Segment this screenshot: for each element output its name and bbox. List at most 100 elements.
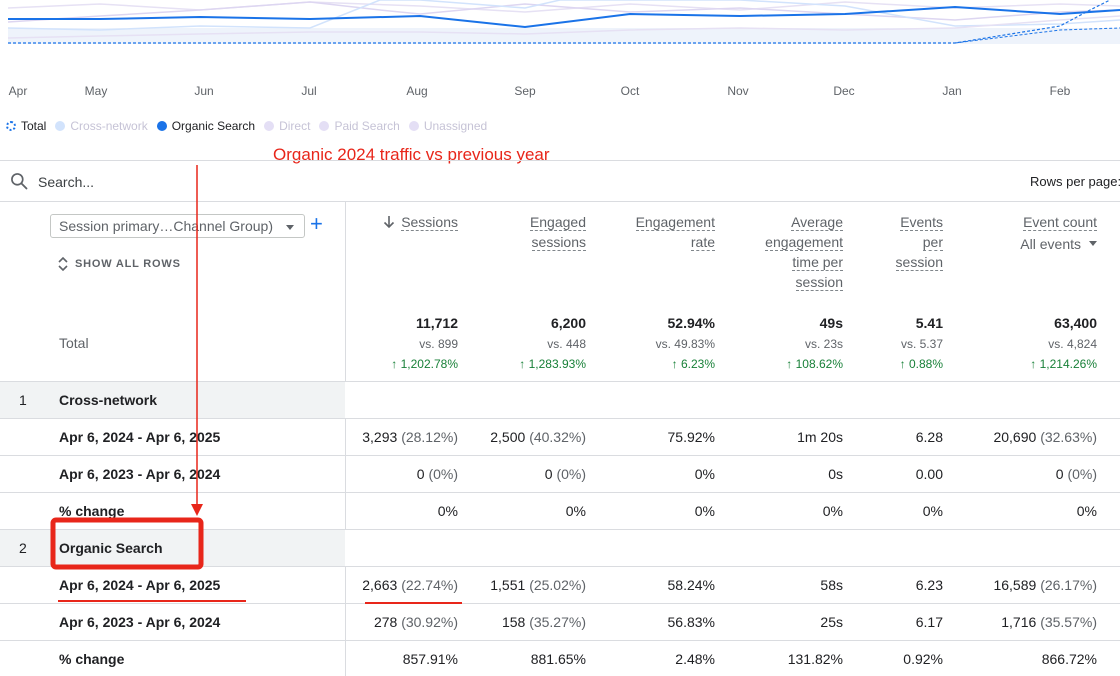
legend-item[interactable]: Unassigned [408, 119, 487, 133]
table-cell: 25s [820, 614, 843, 630]
table-cell: 1,716 (35.57%) [1001, 614, 1097, 630]
row-label: % change [59, 503, 125, 519]
chart-line-direct [7, 1, 1120, 23]
table-cell: 0 (0%) [417, 466, 458, 482]
column-header-line: Average [765, 212, 843, 232]
table-row: Apr 6, 2024 - Apr 6, 2025 3,293 (28.12%) 2… [0, 419, 1120, 456]
cell-value: 0% [822, 503, 843, 519]
table-cell: 16,589 (26.17%) [993, 577, 1097, 593]
row-label[interactable]: Cross-network [59, 392, 158, 408]
cell-value: 866.72% [1041, 651, 1097, 667]
chart-line-cross-network [7, 0, 1120, 31]
chart-line-previous-year [8, 0, 1111, 44]
legend-dot-icon [408, 121, 419, 131]
legend-label: Organic Search [171, 119, 256, 133]
cell-value: 2,500 [490, 429, 526, 445]
column-header-line: engagement [765, 232, 843, 252]
column-header-text: Average [791, 214, 843, 231]
column-header-line: per [896, 232, 943, 252]
column-header[interactable]: Engaged sessions [529, 212, 586, 252]
cell-value: 0 [416, 466, 425, 482]
cell-value: 58s [820, 577, 843, 593]
month-label: Sep [514, 84, 536, 98]
legend-label: Direct [279, 119, 311, 133]
cell-share: (0%) [1067, 466, 1097, 482]
column-header-text: time per [792, 254, 843, 271]
cell-value: 6.28 [915, 429, 943, 445]
add-dimension-button[interactable]: + [310, 211, 323, 236]
table-cell: 6.23 [916, 577, 943, 593]
column-header-text: Sessions [401, 214, 458, 231]
cell-share: (28.12%) [401, 429, 458, 445]
cell-value: 278 [373, 614, 398, 630]
expand-icon [58, 256, 68, 272]
column-header[interactable]: Average engagement time per session [765, 212, 843, 292]
table-cell: 0% [923, 503, 943, 519]
row-label: Apr 6, 2023 - Apr 6, 2024 [59, 466, 221, 482]
chart-line-total-previous [954, 27, 1120, 44]
column-header-text: per [922, 234, 943, 251]
column-header-line: session [895, 252, 943, 272]
row-label: Apr 6, 2023 - Apr 6, 2024 [59, 614, 221, 630]
legend-item[interactable]: Cross-network [55, 119, 148, 133]
table-cell: 0% [695, 466, 715, 482]
legend-item[interactable]: Paid Search [319, 119, 400, 133]
cell-value: 6.17 [915, 614, 943, 630]
cell-value: 2.48% [675, 651, 715, 667]
total-comparison: vs. 5.37 [900, 337, 943, 351]
column-header[interactable]: Events per session [895, 212, 943, 272]
total-value: 6,200 [550, 315, 586, 331]
annotation-text: Organic 2024 traffic vs previous year [273, 145, 550, 164]
cell-value: 0% [1076, 503, 1097, 519]
column-header-line: sessions [530, 232, 586, 252]
table-row: Apr 6, 2023 - Apr 6, 2024 0 (0%) 0 (0%) 0% 0… [0, 456, 1120, 493]
column-header-line: rate [636, 232, 715, 252]
dimension-select-value: Session primary…Channel Group) [59, 218, 273, 234]
total-value: 5.41 [915, 315, 943, 331]
cell-value: 857.91% [402, 651, 458, 667]
trend-chart [7, 0, 1120, 44]
cell-value: 20,690 [993, 429, 1037, 445]
column-header[interactable]: Event count All events [1020, 212, 1097, 254]
chart-legend: Total Cross-network Organic Search Direct Pa… [6, 118, 496, 134]
table-cell: 75.92% [668, 429, 715, 445]
legend-label: Paid Search [334, 119, 400, 133]
legend-item[interactable]: Organic Search [156, 119, 256, 133]
cell-value: 0% [922, 503, 943, 519]
total-value: 11,712 [415, 315, 458, 331]
chart-shading [8, 28, 1120, 44]
dimension-select[interactable]: Session primary…Channel Group) [50, 214, 305, 238]
search-icon [11, 173, 28, 190]
row-label[interactable]: Organic Search [59, 540, 163, 556]
table-row: Apr 6, 2023 - Apr 6, 2024 278 (30.92%) 158… [0, 604, 1120, 641]
legend-item[interactable]: Direct [264, 119, 310, 133]
table-cell: 6.28 [916, 429, 943, 445]
total-change: ↑ 0.88% [899, 357, 943, 371]
row-label: Apr 6, 2024 - Apr 6, 2025 [59, 577, 221, 593]
group-row: 2 Organic Search [0, 530, 1120, 567]
table-cell: 1m 20s [797, 429, 843, 445]
column-header[interactable]: Engagement rate [635, 212, 715, 252]
table-cell: 0 (0%) [545, 466, 586, 482]
total-cell: 52.94% vs. 49.83% ↑ 6.23% [656, 314, 715, 374]
group-divider [345, 530, 1120, 566]
table-cell: 857.91% [403, 651, 458, 667]
search-input[interactable] [38, 171, 438, 193]
cell-value: 0 [1055, 466, 1064, 482]
table-cell: 20,690 (32.63%) [993, 429, 1097, 445]
event-filter-select[interactable]: All events [1020, 234, 1097, 254]
total-change: ↑ 1,283.93% [519, 357, 586, 371]
legend-item[interactable]: Total [6, 119, 46, 133]
column-header-text: Engagement [635, 214, 715, 231]
row-index: 2 [19, 540, 27, 556]
cell-value: 16,589 [993, 577, 1037, 593]
column-header-text: Event count [1023, 214, 1097, 231]
column-header-text: engagement [765, 234, 843, 251]
cell-share: (30.92%) [401, 614, 458, 630]
cell-value: 2,663 [362, 577, 398, 593]
table-header [0, 202, 1120, 382]
column-header[interactable]: Sessions [383, 212, 458, 232]
total-change: ↑ 1,214.26% [1030, 357, 1097, 371]
show-all-rows-button[interactable]: SHOW ALL ROWS [57, 255, 181, 273]
column-header-text: Events [900, 214, 943, 231]
